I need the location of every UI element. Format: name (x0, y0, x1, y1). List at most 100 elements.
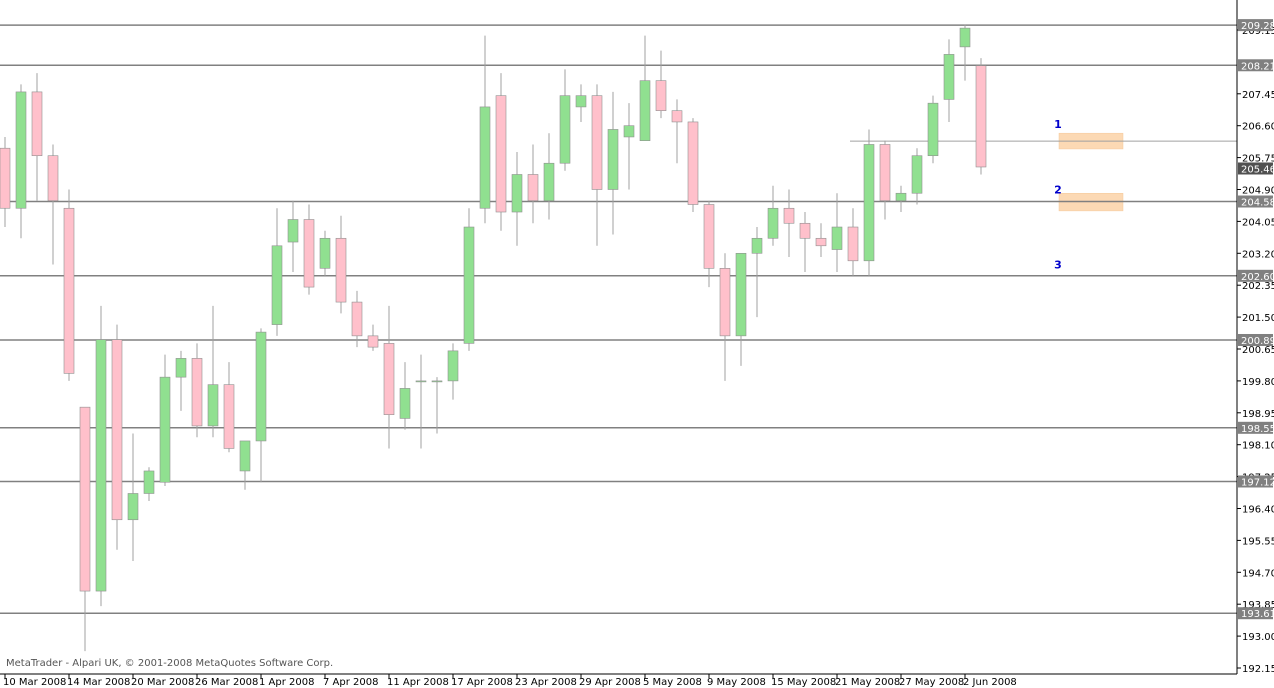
candle-body (303, 219, 315, 288)
candle-body (159, 376, 171, 483)
candle-body (351, 301, 363, 337)
candle-body (863, 144, 875, 262)
levels-layer (0, 24, 1237, 614)
candle-body (79, 406, 91, 592)
level-price-label-bg (1238, 59, 1273, 72)
level-price-label-bg (1238, 269, 1273, 282)
y-tick-label: 203.20 (1242, 249, 1274, 260)
candle (591, 84, 603, 246)
candle (287, 200, 299, 273)
candle-body (639, 80, 651, 142)
candle (911, 148, 923, 205)
y-tick-label: 198.95 (1242, 409, 1274, 420)
candle (63, 189, 75, 381)
candle (0, 136, 11, 228)
candle-body (767, 207, 779, 239)
candle (271, 208, 283, 336)
x-tick-label: 2 Jun 2008 (963, 677, 1017, 688)
candle-body (239, 440, 251, 472)
x-tick-label: 1 Apr 2008 (259, 677, 314, 688)
y-tick-label: 194.70 (1242, 568, 1274, 579)
y-tick-label: 195.55 (1242, 536, 1274, 547)
candle (527, 144, 539, 224)
candle (735, 252, 747, 366)
candle-body (815, 237, 827, 247)
candle-body (255, 331, 267, 442)
candle-body (783, 207, 795, 224)
candle-body (879, 144, 891, 202)
level-price-label: 198.55 (1241, 424, 1274, 435)
x-tick-label: 11 Apr 2008 (387, 677, 449, 688)
candle-body (975, 65, 987, 168)
candle (783, 189, 795, 258)
candle-body (223, 384, 235, 449)
candle-body (143, 470, 155, 494)
candle-body (63, 207, 75, 374)
candle-body (319, 237, 331, 269)
candle-body (447, 350, 459, 382)
candle-body (847, 226, 859, 262)
level-price-label: 197.12 (1241, 477, 1274, 488)
candle (191, 343, 203, 438)
level-price-label-bg (1238, 333, 1273, 346)
x-tick-label: 21 May 2008 (835, 677, 900, 688)
candle-body (431, 380, 443, 383)
candle (495, 73, 507, 231)
x-tick-label: 17 Apr 2008 (451, 677, 513, 688)
candle-body (95, 339, 107, 592)
candle (863, 129, 875, 276)
y-tick-label: 192.15 (1242, 664, 1274, 675)
candle (959, 24, 971, 81)
candle-body (175, 358, 187, 378)
current-price-label: 205.46 (1241, 164, 1274, 175)
candle (703, 200, 715, 288)
candle-body (895, 192, 907, 202)
candle (975, 58, 987, 175)
candle-body (559, 95, 571, 164)
candle-body (15, 91, 27, 209)
y-tick-label: 209.15 (1242, 26, 1274, 37)
candle-body (383, 343, 395, 415)
candle (95, 305, 107, 607)
candle (479, 35, 491, 224)
candle-body (527, 174, 539, 202)
candle (927, 95, 939, 164)
candle-body (399, 388, 411, 419)
candle (79, 406, 91, 652)
candle-body (31, 91, 43, 157)
candle (255, 328, 267, 483)
candle-body (655, 80, 667, 111)
x-tick-label: 26 Mar 2008 (195, 677, 258, 688)
x-tick-label: 20 Mar 2008 (131, 677, 194, 688)
candle (799, 212, 811, 273)
candle (383, 305, 395, 449)
candle (879, 140, 891, 220)
y-tick-label: 207.45 (1242, 90, 1274, 101)
candle (943, 39, 955, 122)
candle-body (687, 121, 699, 205)
candle (159, 354, 171, 486)
candle (207, 305, 219, 438)
x-tick-label: 15 May 2008 (771, 677, 836, 688)
candle-body (703, 204, 715, 269)
level-price-label-bg (1238, 19, 1273, 32)
candle-body (719, 268, 731, 337)
y-tick-label: 193.85 (1242, 600, 1274, 611)
y-axis: 209.15 207.45 206.60 205.75 204.90 204.05 203.… (1237, 19, 1274, 675)
candle (223, 362, 235, 453)
y-tick-label: 204.90 (1242, 185, 1274, 196)
x-tick-label: 9 May 2008 (707, 677, 766, 688)
candle-body (191, 358, 203, 427)
y-tick-label: 201.50 (1242, 313, 1274, 324)
candle-body (111, 339, 123, 521)
candle (15, 84, 27, 239)
candle (31, 73, 43, 201)
candle-body (671, 110, 683, 123)
candle-body (415, 380, 427, 383)
candle (239, 440, 251, 490)
candle-body (479, 106, 491, 209)
y-tick-label: 198.10 (1242, 441, 1274, 452)
candle (335, 215, 347, 314)
